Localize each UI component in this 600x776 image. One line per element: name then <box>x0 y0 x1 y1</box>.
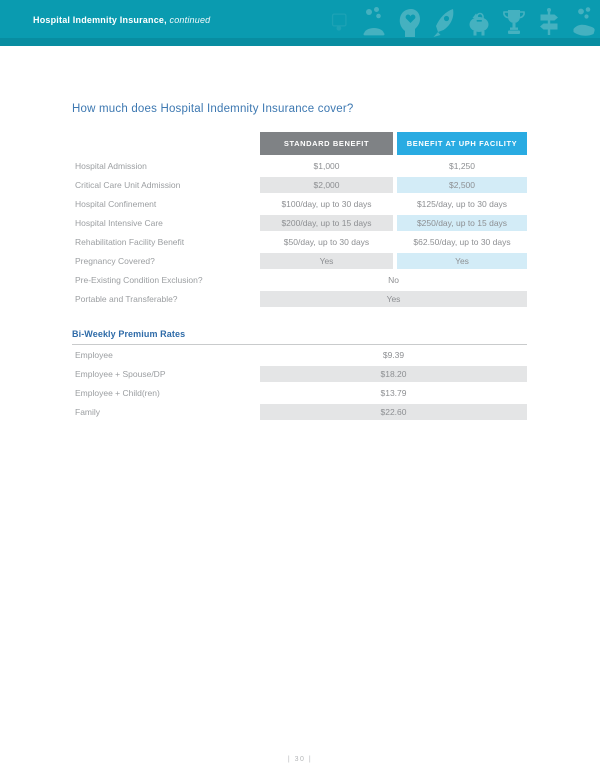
benefits-table-row: Portable and Transferable? Yes <box>72 289 527 308</box>
uph-benefit-cell: $250/day, up to 15 days <box>397 213 527 232</box>
row-label: Portable and Transferable? <box>75 293 178 304</box>
premium-rate-row: Employee + Spouse/DP $18.20 <box>72 364 527 383</box>
uph-benefit-cell: $125/day, up to 30 days <box>416 198 508 209</box>
uph-benefit-cell: $62.50/day, up to 30 days <box>413 236 511 247</box>
standard-benefit-cell: $2,000 <box>260 175 393 194</box>
question-title: How much does Hospital Indemnity Insuran… <box>72 103 354 115</box>
page-footer: | 30 | <box>0 756 600 763</box>
benefits-table-row: Rehabilitation Facility Benefit $50/day, … <box>72 232 527 251</box>
row-label: Pre-Existing Condition Exclusion? <box>75 274 203 285</box>
standard-benefit-cell: Yes <box>260 251 393 270</box>
page-number: | 30 | <box>287 756 313 763</box>
header-bottom-strip <box>0 38 600 46</box>
row-label: Rehabilitation Facility Benefit <box>75 236 185 247</box>
benefits-table-body: Hospital Admission $1,000 $1,250 Critical C… <box>72 156 527 308</box>
benefits-table-row: Hospital Admission $1,000 $1,250 <box>72 156 527 175</box>
benefits-table-row: Pregnancy Covered? Yes Yes <box>72 251 527 270</box>
benefits-table: STANDARD BENEFIT BENEFIT AT UPH FACILITY… <box>72 132 527 308</box>
row-label: Pregnancy Covered? <box>75 255 155 266</box>
premium-row-label: Employee <box>75 349 113 360</box>
premium-rates-heading: Bi-Weekly Premium Rates <box>72 329 527 345</box>
premium-row-value: $22.60 <box>260 402 527 421</box>
coins-icon <box>360 5 388 39</box>
row-label: Hospital Intensive Care <box>75 217 163 228</box>
head-heart-icon <box>395 5 423 39</box>
premium-rate-row: Employee $9.39 <box>72 345 527 364</box>
row-label: Critical Care Unit Admission <box>75 179 181 190</box>
row-label: Hospital Admission <box>75 160 147 171</box>
premium-row-value: $18.20 <box>260 364 527 383</box>
standard-benefit-cell: $1,000 <box>313 160 340 171</box>
header-spacer <box>72 132 260 155</box>
premium-row-value: $9.39 <box>382 349 405 360</box>
uph-benefit-cell: Yes <box>397 251 527 270</box>
hand-coins-icon <box>570 5 598 39</box>
column-header-uph-facility: BENEFIT AT UPH FACILITY <box>397 132 527 155</box>
benefits-table-header: STANDARD BENEFIT BENEFIT AT UPH FACILITY <box>72 132 527 155</box>
rocket-icon <box>430 5 458 39</box>
piggy-bank-icon <box>465 5 493 39</box>
header-title-text: Hospital Indemnity Insurance, <box>33 15 167 25</box>
premium-rate-row: Family $22.60 <box>72 402 527 421</box>
page-content: How much does Hospital Indemnity Insuran… <box>72 102 527 421</box>
certificate-icon <box>331 5 353 39</box>
header-icon-strip <box>331 5 598 39</box>
uph-benefit-cell: $1,250 <box>449 160 475 171</box>
merged-value-cell: No <box>388 274 399 285</box>
standard-benefit-cell: $200/day, up to 15 days <box>260 213 393 232</box>
benefits-table-row: Hospital Intensive Care $200/day, up to 1… <box>72 213 527 232</box>
benefits-table-row: Critical Care Unit Admission $2,000 $2,500 <box>72 175 527 194</box>
premium-row-value: $13.79 <box>380 387 407 398</box>
premium-row-label: Employee + Spouse/DP <box>75 368 166 379</box>
trophy-icon <box>500 5 528 39</box>
benefits-table-row: Hospital Confinement $100/day, up to 30 d… <box>72 194 527 213</box>
uph-benefit-cell: $2,500 <box>397 175 527 194</box>
header-title: Hospital Indemnity Insurance, continued <box>33 0 210 40</box>
header-title-continued: continued <box>166 15 211 25</box>
signpost-icon <box>535 5 563 39</box>
premium-row-label: Family <box>75 406 101 417</box>
premium-rates-section: Bi-Weekly Premium Rates Employee $9.39 Emp… <box>72 329 527 421</box>
premium-rate-row: Employee + Child(ren) $13.79 <box>72 383 527 402</box>
row-label: Hospital Confinement <box>75 198 157 209</box>
benefits-table-row: Pre-Existing Condition Exclusion? No <box>72 270 527 289</box>
column-header-standard-benefit: STANDARD BENEFIT <box>260 132 393 155</box>
premium-rates-body: Employee $9.39 Employee + Spouse/DP $18.20 E… <box>72 345 527 421</box>
standard-benefit-cell: $100/day, up to 30 days <box>281 198 372 209</box>
premium-row-label: Employee + Child(ren) <box>75 387 160 398</box>
standard-benefit-cell: $50/day, up to 30 days <box>283 236 370 247</box>
merged-value-cell: Yes <box>260 289 527 308</box>
page-header-bar: Hospital Indemnity Insurance, continued <box>0 0 600 46</box>
